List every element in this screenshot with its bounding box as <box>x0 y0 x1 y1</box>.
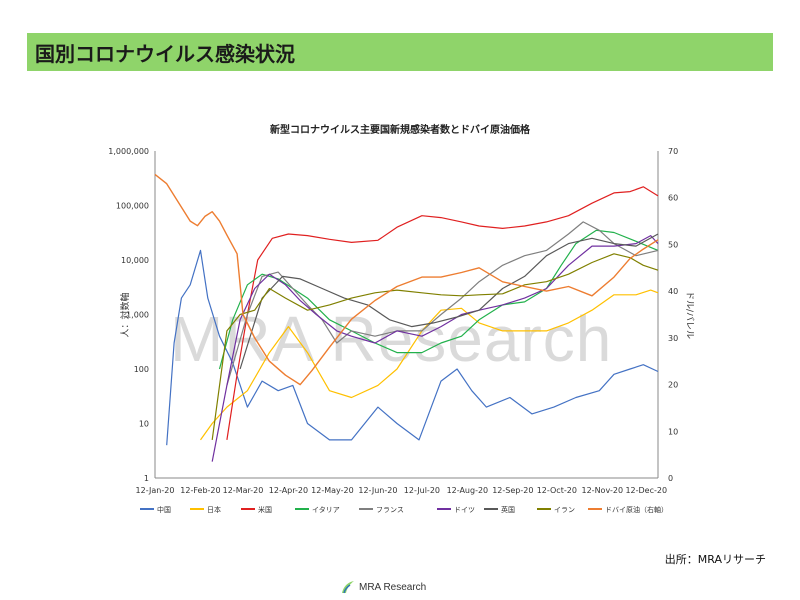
x-tick-label: 12-Mar-20 <box>223 486 264 495</box>
logo: MRA Research <box>340 577 426 597</box>
y-tick-label: 1 <box>144 474 149 483</box>
y-axis-label: 人：対数軸 <box>119 292 131 337</box>
legend-label: ドイツ <box>454 506 475 514</box>
series-line-2 <box>226 186 659 440</box>
y2-tick-label: 10 <box>668 427 678 436</box>
slide-title-bar: 国別コロナウイルス感染状況 <box>27 33 773 71</box>
y-tick-label: 10,000 <box>121 256 149 265</box>
y2-tick-label: 0 <box>668 474 673 483</box>
y2-tick-label: 30 <box>668 334 678 343</box>
series-line-7 <box>211 253 659 440</box>
legend-label: フランス <box>376 506 404 514</box>
y2-tick-label: 70 <box>668 147 678 156</box>
legend-label: イラン <box>554 506 575 514</box>
x-tick-label: 12-Apr-20 <box>269 486 308 495</box>
series-line-8 <box>154 173 659 386</box>
series-line-5 <box>211 235 659 462</box>
x-tick-label: 12-Jan-20 <box>136 486 175 495</box>
y-tick-label: 10 <box>139 420 149 429</box>
y2-tick-label: 40 <box>668 287 678 296</box>
y2-tick-label: 60 <box>668 194 678 203</box>
legend-label: 日本 <box>207 505 221 514</box>
x-tick-label: 12-Oct-20 <box>537 486 577 495</box>
y-tick-label: 100,000 <box>116 202 149 211</box>
x-tick-label: 12-May-20 <box>311 486 354 495</box>
y2-axis-label: ドル/バレル <box>684 291 695 339</box>
logo-icon <box>342 581 354 594</box>
y2-tick-label: 20 <box>668 381 678 390</box>
series-line-3 <box>218 229 659 370</box>
slide-title: 国別コロナウイルス感染状況 <box>35 41 295 66</box>
legend-label: 中国 <box>157 505 171 514</box>
x-tick-label: 12-Aug-20 <box>447 486 489 495</box>
y2-tick-label: 50 <box>668 240 678 249</box>
x-tick-label: 12-Nov-20 <box>582 486 624 495</box>
y-tick-label: 1,000,000 <box>108 147 149 156</box>
series-line-1 <box>200 289 659 441</box>
x-tick-label: 12-Feb-20 <box>180 486 220 495</box>
series-line-0 <box>166 249 659 446</box>
source-note: 出所：MRAリサーチ <box>664 553 766 566</box>
x-tick-label: 12-Jul-20 <box>404 486 440 495</box>
x-tick-label: 12-Sep-20 <box>492 486 533 495</box>
legend-label: 米国 <box>258 505 272 514</box>
legend-label: イタリア <box>312 505 340 514</box>
y-tick-label: 1,000 <box>126 311 149 320</box>
legend-label: ドバイ原油（右軸） <box>605 505 668 514</box>
x-tick-label: 12-Jun-20 <box>358 486 397 495</box>
legend-label: 英国 <box>501 505 515 514</box>
chart-title: 新型コロナウイルス主要国新規感染者数とドバイ原油価格 <box>270 123 531 136</box>
y-tick-label: 100 <box>134 365 149 374</box>
logo-text: MRA Research <box>359 581 427 593</box>
series-line-6 <box>239 233 659 370</box>
x-tick-label: 12-Dec-20 <box>625 486 667 495</box>
